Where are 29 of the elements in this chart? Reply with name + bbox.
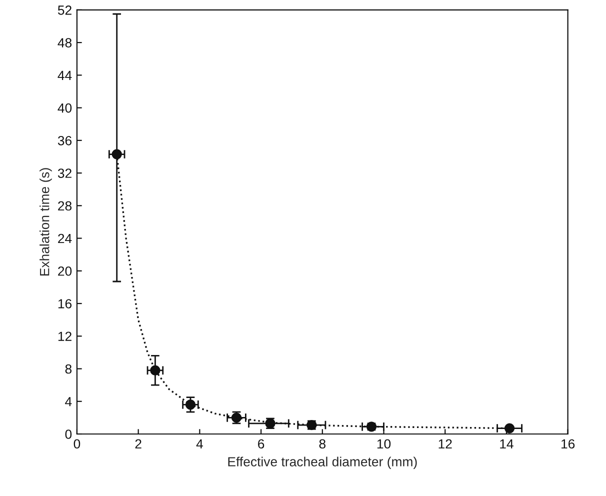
- x-tick-label: 8: [319, 439, 326, 449]
- x-tick-label: 10: [377, 439, 391, 449]
- x-tick-label: 6: [258, 439, 264, 449]
- x-tick-label: 12: [438, 439, 452, 448]
- y-tick-label: 32: [58, 168, 72, 178]
- x-tick-label: 14: [500, 439, 514, 448]
- point: [150, 365, 160, 376]
- y-axis-title: Exhalation time (s): [40, 168, 52, 276]
- y-tick-label: 0: [65, 430, 72, 439]
- y-tick-label: 20: [58, 266, 72, 276]
- y-tick-label: 40: [58, 103, 72, 113]
- point: [112, 149, 122, 160]
- x-axis-title: Effective tracheal diameter (mm): [228, 456, 417, 470]
- y-tick-label: 48: [58, 38, 72, 48]
- y-tick-label: 28: [58, 201, 72, 211]
- x-tick-label: 0: [74, 439, 80, 449]
- x-tick-label: 16: [561, 439, 575, 449]
- y-tick-label: 24: [58, 234, 72, 244]
- x-tick-label: 4: [196, 439, 203, 448]
- y-tick-label: 52: [58, 5, 72, 15]
- y-tick-label: 44: [58, 70, 72, 80]
- point: [185, 400, 196, 410]
- point: [504, 423, 515, 434]
- y-tick-label: 12: [58, 332, 72, 341]
- y-tick-label: 8: [65, 364, 72, 374]
- y-tick-label: 16: [58, 299, 72, 308]
- y-tick-label: 36: [58, 136, 72, 146]
- x-tick-label: 2: [135, 439, 142, 448]
- y-tick-label: 4: [65, 397, 72, 406]
